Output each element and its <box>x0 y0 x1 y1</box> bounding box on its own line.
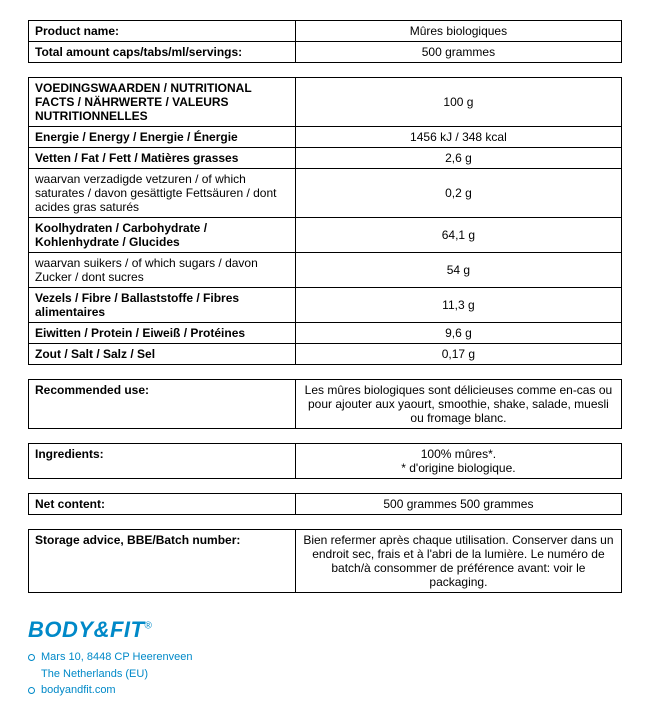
product-name-value: Mûres biologiques <box>295 21 621 42</box>
recommended-use-label: Recommended use: <box>29 380 296 429</box>
nutrition-label: Vetten / Fat / Fett / Matières grasses <box>29 148 296 169</box>
nutrition-label: VOEDINGSWAARDEN / NUTRITIONAL FACTS / NÄ… <box>29 78 296 127</box>
table-row: Koolhydraten / Carbohydrate / Kohlenhydr… <box>29 218 622 253</box>
table-row: Vetten / Fat / Fett / Matières grasses2,… <box>29 148 622 169</box>
address-line-2: The Netherlands (EU) <box>41 666 148 683</box>
nutrition-value: 64,1 g <box>295 218 621 253</box>
nutrition-value: 2,6 g <box>295 148 621 169</box>
table-row: Total amount caps/tabs/ml/servings: 500 … <box>29 42 622 63</box>
logo-part-2: FIT <box>110 617 145 642</box>
nutrition-value: 11,3 g <box>295 288 621 323</box>
net-content-value: 500 grammes 500 grammes <box>295 494 621 515</box>
total-amount-label: Total amount caps/tabs/ml/servings: <box>29 42 296 63</box>
footer-line: Mars 10, 8448 CP Heerenveen <box>28 649 622 666</box>
nutrition-value: 54 g <box>295 253 621 288</box>
table-row: Net content: 500 grammes 500 grammes <box>29 494 622 515</box>
net-content-label: Net content: <box>29 494 296 515</box>
bullet-icon <box>28 654 35 661</box>
table-row: Product name: Mûres biologiques <box>29 21 622 42</box>
registered-mark: ® <box>144 621 152 632</box>
ingredients-value: 100% mûres*. * d'origine biologique. <box>295 444 621 479</box>
nutrition-label: Eiwitten / Protein / Eiweiß / Protéines <box>29 323 296 344</box>
bullet-icon <box>28 687 35 694</box>
product-header-table: Product name: Mûres biologiques Total am… <box>28 20 622 63</box>
ingredients-label: Ingredients: <box>29 444 296 479</box>
nutrition-value: 100 g <box>295 78 621 127</box>
table-row: Recommended use: Les mûres biologiques s… <box>29 380 622 429</box>
recommended-use-table: Recommended use: Les mûres biologiques s… <box>28 379 622 429</box>
nutrition-label: waarvan suikers / of which sugars / davo… <box>29 253 296 288</box>
website: bodyandfit.com <box>41 682 116 699</box>
ingredients-table: Ingredients: 100% mûres*. * d'origine bi… <box>28 443 622 479</box>
nutrition-label: Vezels / Fibre / Ballaststoffe / Fibres … <box>29 288 296 323</box>
logo-part-1: BODY <box>28 617 94 642</box>
total-amount-value: 500 grammes <box>295 42 621 63</box>
brand-logo: BODY&FIT® <box>28 617 622 643</box>
table-row: waarvan suikers / of which sugars / davo… <box>29 253 622 288</box>
table-row: Eiwitten / Protein / Eiweiß / Protéines9… <box>29 323 622 344</box>
table-row: Vezels / Fibre / Ballaststoffe / Fibres … <box>29 288 622 323</box>
table-row: Energie / Energy / Energie / Énergie1456… <box>29 127 622 148</box>
nutrition-value: 9,6 g <box>295 323 621 344</box>
nutrition-value: 0,17 g <box>295 344 621 365</box>
nutrition-table: VOEDINGSWAARDEN / NUTRITIONAL FACTS / NÄ… <box>28 77 622 365</box>
address-line-1: Mars 10, 8448 CP Heerenveen <box>41 649 192 666</box>
table-row: Storage advice, BBE/Batch number: Bien r… <box>29 530 622 593</box>
recommended-use-value: Les mûres biologiques sont délicieuses c… <box>295 380 621 429</box>
table-row: waarvan verzadigde vetzuren / of which s… <box>29 169 622 218</box>
nutrition-label: waarvan verzadigde vetzuren / of which s… <box>29 169 296 218</box>
footer: BODY&FIT® Mars 10, 8448 CP Heerenveen Th… <box>28 617 622 699</box>
footer-line: bodyandfit.com <box>28 682 622 699</box>
product-name-label: Product name: <box>29 21 296 42</box>
net-content-table: Net content: 500 grammes 500 grammes <box>28 493 622 515</box>
nutrition-label: Zout / Salt / Salz / Sel <box>29 344 296 365</box>
storage-table: Storage advice, BBE/Batch number: Bien r… <box>28 529 622 593</box>
table-row: Ingredients: 100% mûres*. * d'origine bi… <box>29 444 622 479</box>
nutrition-label: Energie / Energy / Energie / Énergie <box>29 127 296 148</box>
nutrition-value: 1456 kJ / 348 kcal <box>295 127 621 148</box>
table-row: Zout / Salt / Salz / Sel0,17 g <box>29 344 622 365</box>
footer-address: Mars 10, 8448 CP Heerenveen The Netherla… <box>28 649 622 699</box>
table-row: VOEDINGSWAARDEN / NUTRITIONAL FACTS / NÄ… <box>29 78 622 127</box>
nutrition-label: Koolhydraten / Carbohydrate / Kohlenhydr… <box>29 218 296 253</box>
storage-label: Storage advice, BBE/Batch number: <box>29 530 296 593</box>
storage-value: Bien refermer après chaque utilisation. … <box>295 530 621 593</box>
logo-ampersand: & <box>94 617 110 642</box>
footer-line: The Netherlands (EU) <box>41 666 622 683</box>
nutrition-value: 0,2 g <box>295 169 621 218</box>
